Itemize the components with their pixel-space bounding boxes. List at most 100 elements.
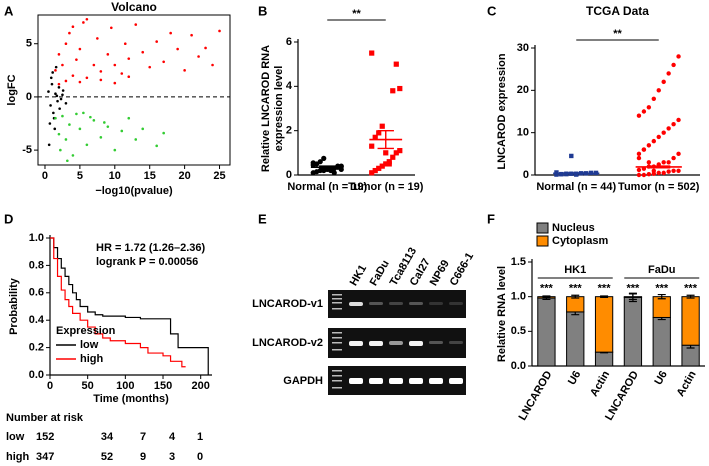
lane-labels: HK1 FaDu Tca8113 Cal27 NP69 C666-1 (348, 246, 476, 288)
point (64, 79, 68, 83)
plot-frame (37, 14, 231, 166)
point (54, 92, 57, 96)
point (120, 72, 124, 75)
point (176, 47, 179, 51)
point (169, 31, 172, 35)
row-label: LNCAROD-v2 (252, 337, 323, 349)
dot (331, 170, 337, 176)
point (78, 80, 82, 84)
point (48, 122, 52, 125)
point (68, 31, 71, 35)
dot (671, 62, 676, 68)
y-tick-label: 2 (286, 125, 292, 137)
panel-letter: B (258, 3, 267, 18)
dot (636, 113, 642, 118)
chart-title: TCGA Data (586, 4, 649, 18)
point (54, 65, 58, 69)
sem-bar (319, 165, 336, 170)
legend-label: Nucleus (552, 222, 595, 234)
dot (559, 171, 564, 177)
dot (651, 138, 656, 144)
error-bar (600, 295, 609, 298)
risk-row-name: low (6, 431, 25, 443)
survival-curve (50, 237, 209, 375)
bar-segment (537, 297, 556, 367)
dot (376, 130, 382, 136)
x-tick-label: Normal (n = 44) (536, 181, 616, 193)
point (56, 99, 59, 103)
panel-letter: A (4, 3, 14, 18)
point (106, 125, 110, 129)
point (68, 123, 71, 126)
point (197, 55, 200, 58)
point (113, 63, 117, 67)
panel-letter: F (487, 211, 495, 226)
risk-count: 0 (197, 451, 203, 463)
y-tick-label: 20 (517, 84, 529, 96)
dot (317, 159, 323, 165)
point (64, 42, 68, 46)
dot (393, 150, 399, 156)
point (211, 63, 214, 67)
y-tick-label: 1.5 (511, 256, 526, 268)
dot (661, 160, 666, 165)
point (113, 81, 117, 85)
dot (390, 154, 396, 160)
x-tick-label: U6 (566, 369, 583, 387)
panel-letter: D (4, 211, 13, 226)
risk-table-title: Number at risk (6, 412, 84, 424)
point (61, 89, 65, 92)
dot (369, 143, 375, 149)
dot (390, 88, 396, 94)
y-tick-label: 4 (286, 80, 293, 92)
bar-segment (652, 296, 671, 318)
dot (666, 160, 671, 165)
point (75, 112, 78, 116)
point (61, 114, 64, 118)
point (134, 138, 138, 141)
dot (671, 155, 676, 161)
y-tick-label: 0.2 (29, 342, 44, 354)
x-tick-label: 0 (47, 380, 53, 392)
dot (671, 168, 676, 173)
dot (554, 170, 559, 175)
group-label: FaDu (648, 264, 676, 276)
dot (676, 54, 681, 59)
point (59, 148, 62, 152)
risk-row-name: high (6, 451, 29, 463)
dot (636, 151, 642, 157)
x-tick-label: Normal (n = 19) (287, 181, 367, 193)
bar-segment (652, 316, 671, 367)
significance-label: *** (598, 283, 612, 295)
point (54, 116, 57, 120)
dot (641, 147, 647, 152)
y-tick-label: 0.0 (511, 360, 526, 372)
x-tick-label: Tumor (n = 19) (348, 181, 424, 193)
risk-count: 152 (36, 431, 54, 443)
point (190, 33, 193, 37)
dot (641, 172, 647, 178)
dot (661, 79, 666, 85)
point (53, 127, 57, 131)
y-axis-label: Relative RNA level (496, 266, 508, 362)
y-tick-label: 0.6 (29, 287, 44, 299)
lane-label: FaDu (368, 258, 392, 288)
point (99, 78, 103, 82)
point (52, 111, 55, 115)
sem-bar (647, 165, 671, 169)
group-label: HK1 (564, 264, 586, 276)
sem-bar (564, 172, 588, 175)
x-tick-label: 100 (116, 380, 134, 392)
y-axis-label: logFC (6, 74, 18, 105)
dot (666, 71, 671, 76)
point (134, 23, 138, 26)
point (120, 129, 124, 133)
x-tick-label: 5 (77, 170, 83, 182)
point (85, 76, 89, 80)
risk-count: 4 (169, 431, 176, 443)
bar-segment (594, 296, 614, 353)
dot (651, 96, 656, 102)
dot (671, 122, 676, 127)
point (89, 115, 92, 119)
